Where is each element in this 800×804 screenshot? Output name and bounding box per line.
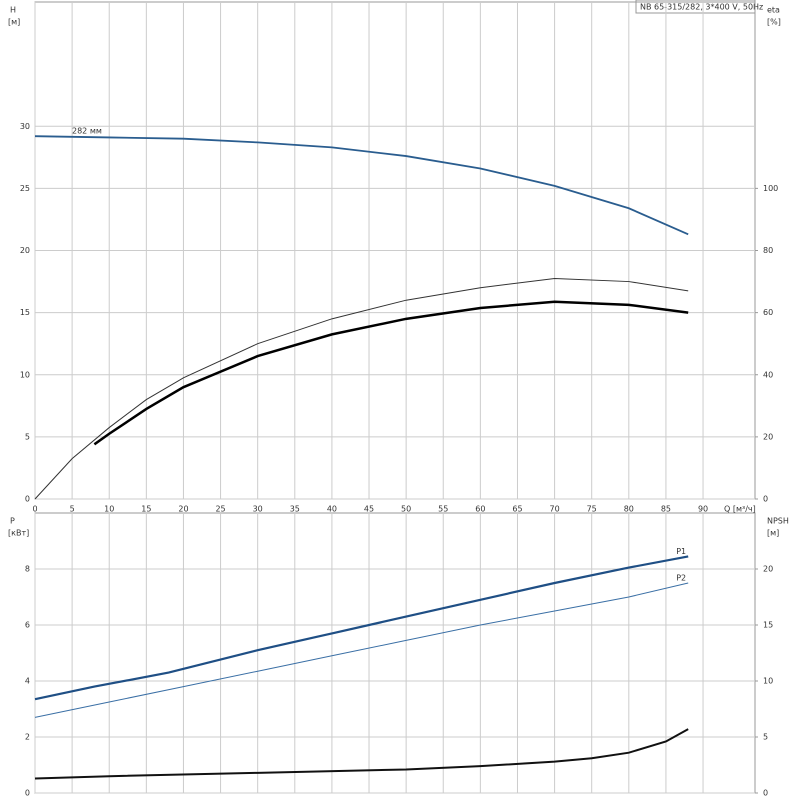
y2-tick-label: 100: [763, 184, 778, 193]
y2-tick-label: 0: [763, 789, 768, 798]
y2-tick-label: 80: [763, 246, 773, 255]
chart-title: NB 65-315/282, 3*400 V, 50Hz: [640, 3, 763, 12]
y2-unit: [%]: [767, 18, 781, 27]
y-tick-label: 6: [25, 621, 30, 630]
x-tick-label: 30: [253, 505, 263, 514]
x-label: Q [м³/ч]: [724, 505, 756, 514]
y-tick-label: 0: [25, 495, 30, 504]
y2-tick-label: 10: [763, 677, 773, 686]
y2-tick-label: 40: [763, 370, 773, 379]
y2-tick-label: 20: [763, 565, 773, 574]
series-line: [34, 555, 689, 701]
y-tick-label: 20: [20, 246, 30, 255]
x-tick-label: 40: [327, 505, 337, 514]
series-line: [34, 728, 689, 780]
x-tick-label: 85: [661, 505, 671, 514]
x-tick-label: 5: [70, 505, 75, 514]
series-line: [34, 135, 689, 236]
y-unit: [кВт]: [8, 529, 29, 538]
y-tick-label: 4: [25, 677, 30, 686]
y2-tick-label: 15: [763, 621, 773, 630]
y-tick-label: 30: [20, 122, 30, 131]
x-tick-label: 55: [438, 505, 448, 514]
x-tick-label: 70: [549, 505, 559, 514]
y-tick-label: 15: [20, 308, 30, 317]
y-tick-label: 10: [20, 370, 30, 379]
y-label: H: [10, 6, 16, 15]
y2-tick-label: 60: [763, 308, 773, 317]
y-tick-label: 2: [25, 733, 30, 742]
y2-tick-label: 20: [763, 432, 773, 441]
series-line: [34, 277, 689, 500]
y2-unit: [м]: [767, 529, 779, 538]
series-label: 282 мм: [72, 127, 102, 136]
y2-tick-label: 0: [763, 495, 768, 504]
x-tick-label: 45: [364, 505, 374, 514]
x-tick-label: 80: [624, 505, 634, 514]
x-tick-label: 20: [178, 505, 188, 514]
y-tick-label: 25: [20, 184, 30, 193]
y2-label: eta: [767, 6, 780, 15]
x-tick-label: 75: [587, 505, 597, 514]
series-label: P1: [676, 547, 686, 556]
y-unit: [м]: [8, 18, 20, 27]
x-tick-label: 15: [141, 505, 151, 514]
y-tick-label: 5: [25, 432, 30, 441]
series-label: P2: [676, 574, 686, 583]
x-tick-label: 10: [104, 505, 114, 514]
y2-tick-label: 5: [763, 733, 768, 742]
series-line: [93, 300, 689, 446]
series-line: [34, 582, 689, 718]
y-tick-label: 0: [25, 789, 30, 798]
y-label: P: [10, 517, 15, 526]
x-tick-label: 0: [32, 505, 37, 514]
y-tick-label: 8: [25, 565, 30, 574]
x-tick-label: 25: [215, 505, 225, 514]
y2-label: NPSH: [767, 517, 789, 526]
plot-area: [34, 512, 756, 794]
x-tick-label: 50: [401, 505, 411, 514]
x-tick-label: 60: [475, 505, 485, 514]
x-tick-label: 35: [290, 505, 300, 514]
x-tick-label: 90: [698, 505, 708, 514]
x-tick-label: 65: [512, 505, 522, 514]
